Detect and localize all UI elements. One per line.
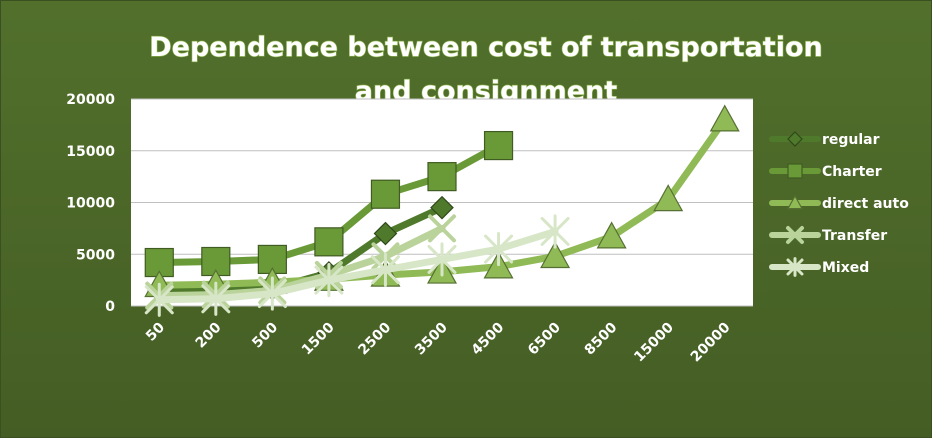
data-point xyxy=(144,282,174,317)
legend-label: regular xyxy=(822,132,880,148)
data-point xyxy=(709,104,740,132)
series-line xyxy=(155,224,446,300)
data-point xyxy=(540,241,571,269)
chart-title-line-1: Dependence between cost of transportatio… xyxy=(149,32,823,63)
data-point xyxy=(314,263,344,298)
data-point xyxy=(483,130,514,161)
series-line xyxy=(155,227,559,304)
legend: regular Charter direct auto Transfer Mixed xyxy=(769,131,909,277)
data-point xyxy=(430,195,454,220)
legend-marker xyxy=(786,257,804,277)
data-point xyxy=(314,227,344,257)
data-point xyxy=(370,179,401,209)
legend-label: direct auto xyxy=(822,196,909,212)
legend-item: regular xyxy=(769,131,880,148)
legend-marker xyxy=(786,226,804,244)
data-point xyxy=(540,214,570,249)
data-point xyxy=(257,276,287,311)
data-point xyxy=(370,252,400,287)
y-axis-ticks: 0 5000 10000 15000 20000 xyxy=(66,92,115,315)
legend-item: Charter xyxy=(769,163,882,180)
y-tick-label: 5000 xyxy=(76,247,115,263)
y-tick-label: 10000 xyxy=(66,196,115,212)
legend-label: Mixed xyxy=(822,260,869,276)
legend-marker xyxy=(787,163,803,179)
legend-item: direct auto xyxy=(769,194,909,212)
y-tick-label: 15000 xyxy=(66,144,115,160)
series-mixed xyxy=(144,214,570,317)
y-tick-label: 20000 xyxy=(66,92,115,108)
data-point xyxy=(484,231,514,267)
data-point xyxy=(427,162,457,192)
data-point xyxy=(653,184,684,212)
legend-item: Transfer xyxy=(769,226,887,244)
legend-item: Mixed xyxy=(769,257,869,277)
data-point xyxy=(596,221,627,249)
data-point xyxy=(201,281,231,316)
data-point xyxy=(373,221,398,246)
legend-label: Charter xyxy=(822,164,882,180)
y-tick-label: 0 xyxy=(105,299,115,315)
legend-marker xyxy=(787,131,803,147)
legend-marker xyxy=(786,194,804,210)
series-charter xyxy=(144,130,514,278)
series-group xyxy=(144,104,740,317)
data-point xyxy=(428,214,456,243)
legend-label: Transfer xyxy=(822,228,887,244)
data-point xyxy=(427,242,457,277)
